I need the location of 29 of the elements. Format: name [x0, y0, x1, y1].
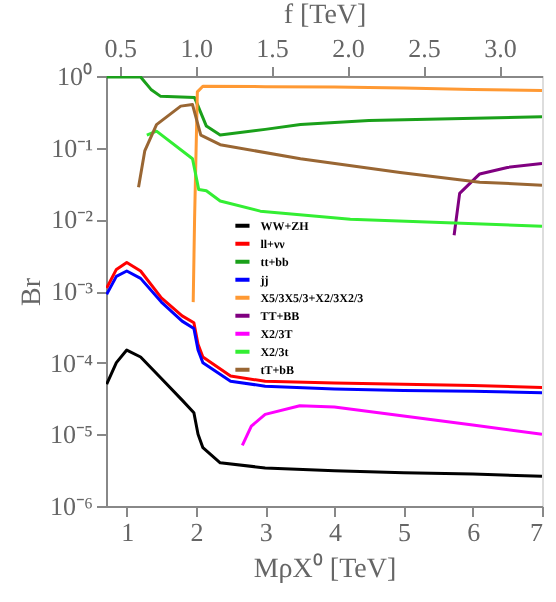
y-tick-label: 10⁻² — [51, 204, 94, 235]
x-tick-label: 6 — [467, 517, 482, 547]
x2-tick-label: 0.5 — [104, 33, 137, 63]
y-tick-label: 10⁻⁵ — [49, 419, 93, 450]
line-series — [137, 103, 542, 189]
x2-tick-label: 1.0 — [180, 33, 213, 63]
x-tick-label: 4 — [328, 517, 343, 547]
line-series — [240, 404, 542, 447]
line-series — [145, 129, 542, 228]
y-tick-label: 10⁻⁴ — [49, 347, 94, 378]
x-axis-title: MρX⁰ [TeV] — [253, 553, 397, 585]
line-series — [191, 84, 542, 304]
x-tick-label: 3 — [259, 517, 273, 547]
x2-tick-label: 3.0 — [484, 33, 517, 63]
x2-tick-label: 1.5 — [256, 33, 289, 63]
x2-axis-title: f [TeV] — [283, 1, 367, 31]
x-tick-label: 1 — [121, 517, 135, 547]
x2-tick-label: 2.0 — [332, 33, 365, 63]
x-tick-label: 2 — [190, 517, 204, 547]
line-series — [106, 348, 542, 478]
x-tick-label: 7 — [530, 517, 544, 547]
x2-tick-label: 2.5 — [408, 33, 441, 63]
y-axis-title: Br — [17, 277, 48, 306]
y-tick-label: 10⁰ — [57, 61, 93, 91]
x-tick-label: 5 — [398, 517, 412, 547]
y-tick-label: 10⁻⁶ — [49, 491, 93, 521]
line-series — [452, 162, 542, 237]
y-tick-label: 10⁻³ — [51, 276, 94, 306]
y-tick-label: 10⁻¹ — [51, 132, 94, 163]
